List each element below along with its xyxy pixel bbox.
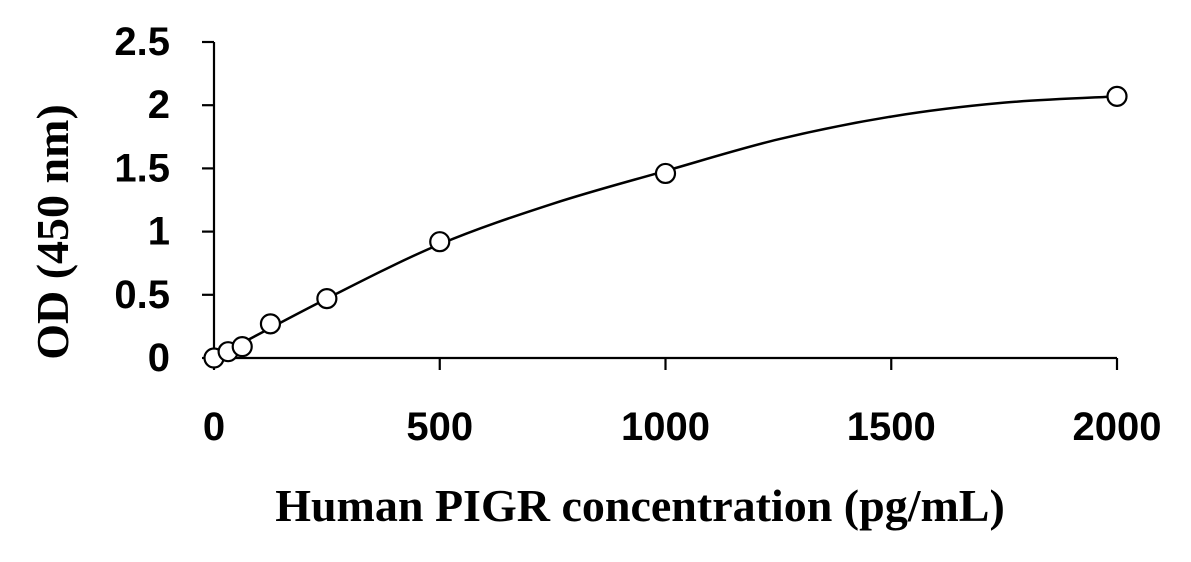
x-tick-label: 1500: [847, 405, 936, 449]
data-point: [654, 162, 677, 185]
x-tick-label: 1000: [621, 405, 710, 449]
x-tick-label: 500: [406, 405, 473, 449]
axes: [212, 42, 1117, 360]
data-point: [1106, 85, 1128, 107]
y-tick-label: 2.5: [114, 20, 170, 64]
fit-curve-line: [213, 95, 1118, 360]
data-point: [259, 313, 282, 335]
data-point: [231, 336, 253, 358]
data-point: [316, 287, 338, 310]
y-tick-label: 1: [148, 210, 170, 254]
y-tick-label: 0.5: [114, 273, 170, 317]
y-axis-ticks: 0 0.5 1 1.5 2 2.5: [114, 20, 214, 380]
y-tick-label: 2: [148, 83, 170, 127]
data-points: [203, 85, 1128, 369]
x-tick-label: 0: [203, 405, 225, 449]
y-tick-label: 0: [148, 336, 170, 380]
x-axis-ticks: 0 500 1000 1500 2000: [203, 358, 1162, 449]
data-point: [429, 231, 451, 253]
y-tick-label: 1.5: [114, 146, 170, 190]
y-axis-title: OD (450 nm): [27, 104, 78, 360]
x-axis-title: Human PIGR concentration (pg/mL): [275, 480, 1005, 531]
x-tick-label: 2000: [1073, 405, 1162, 449]
